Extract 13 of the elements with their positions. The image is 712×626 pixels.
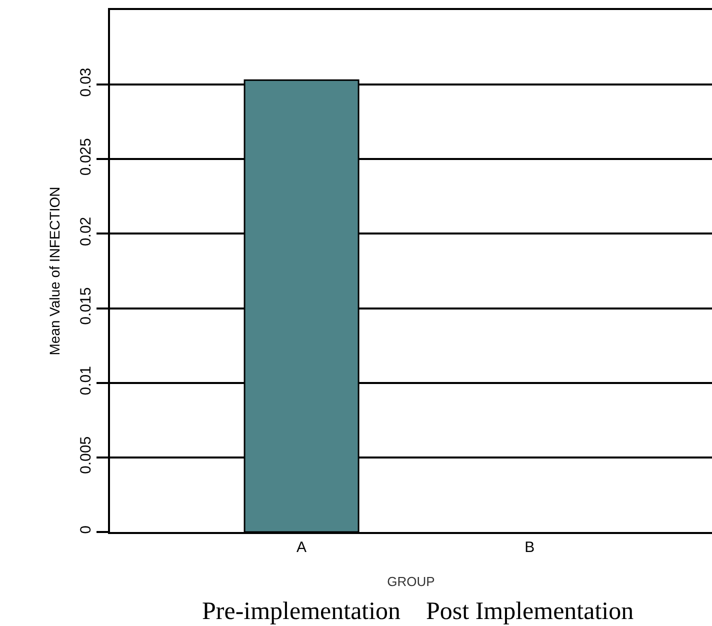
y-tick-label: 0.01 — [77, 366, 94, 396]
x-tick-label: A — [296, 538, 307, 556]
y-tick-label: 0.03 — [77, 68, 94, 97]
text: Post Implementation — [426, 598, 634, 625]
y-tick-label: 0.02 — [77, 216, 94, 246]
y-tick-label: 0.015 — [77, 287, 94, 325]
x-axis-title: GROUP — [387, 574, 435, 589]
y-tick-label: 0.025 — [77, 138, 94, 176]
x-tick-label: B — [524, 538, 535, 556]
text: Pre-implementation — [202, 598, 402, 625]
y-axis-title: Mean Value of INFECTION — [46, 186, 62, 356]
y-tick-label: 0 — [77, 526, 94, 534]
y-tick-label: 0.005 — [77, 436, 94, 474]
